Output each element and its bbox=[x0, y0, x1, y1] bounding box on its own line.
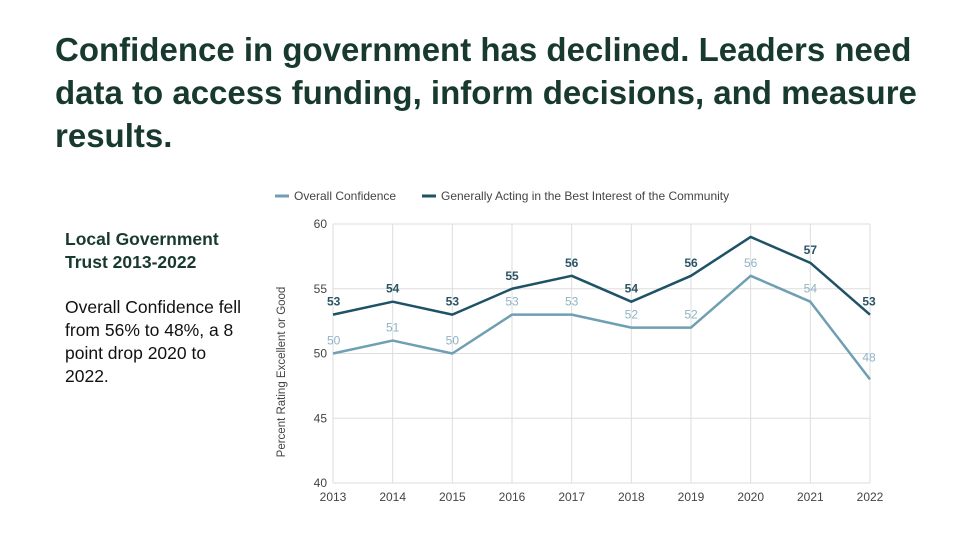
y-tick-label-60: 60 bbox=[314, 217, 328, 231]
y-tick-label-40: 40 bbox=[314, 476, 328, 490]
data-label-best-interest-2016: 55 bbox=[505, 269, 519, 283]
data-label-overall-confidence-2018: 52 bbox=[625, 308, 639, 322]
series-line-overall-confidence bbox=[332, 274, 871, 381]
data-label-overall-confidence-2022: 48 bbox=[862, 350, 876, 364]
data-label-overall-confidence-2019: 52 bbox=[684, 308, 698, 322]
x-tick-label-2016: 2016 bbox=[499, 490, 526, 504]
data-label-overall-confidence-2016: 53 bbox=[505, 295, 519, 309]
y-tick-label-50: 50 bbox=[314, 347, 328, 361]
sidebar-note: Local Government Trust 2013-2022 Overall… bbox=[65, 228, 245, 388]
y-tick-label-45: 45 bbox=[314, 411, 328, 425]
data-label-overall-confidence-2020: 56 bbox=[744, 256, 758, 270]
sidebar-body: Overall Confidence fell from 56% to 48%,… bbox=[65, 297, 242, 386]
x-tick-label-2018: 2018 bbox=[618, 490, 645, 504]
data-label-best-interest-2013: 53 bbox=[327, 295, 341, 309]
data-label-best-interest-2019: 56 bbox=[684, 256, 698, 270]
legend-label-overall-confidence: Overall Confidence bbox=[294, 189, 396, 203]
data-label-overall-confidence-2015: 50 bbox=[446, 334, 460, 348]
data-label-best-interest-2015: 53 bbox=[446, 295, 460, 309]
data-label-best-interest-2022: 53 bbox=[862, 295, 876, 309]
data-label-overall-confidence-2013: 50 bbox=[327, 334, 341, 348]
x-tick-label-2021: 2021 bbox=[797, 490, 824, 504]
data-label-overall-confidence-2017: 53 bbox=[565, 295, 579, 309]
x-tick-label-2020: 2020 bbox=[737, 490, 764, 504]
y-tick-label-55: 55 bbox=[314, 282, 328, 296]
data-label-overall-confidence-2021: 54 bbox=[804, 282, 818, 296]
legend-label-best-interest: Generally Acting in the Best Interest of… bbox=[441, 189, 729, 203]
data-label-best-interest-2021: 57 bbox=[804, 243, 818, 257]
x-tick-label-2022: 2022 bbox=[857, 490, 884, 504]
x-tick-label-2017: 2017 bbox=[558, 490, 585, 504]
trust-line-chart: Overall Confidence Generally Acting in t… bbox=[275, 189, 884, 504]
x-tick-label-2019: 2019 bbox=[678, 490, 705, 504]
plot-area: 40 45 50 55 60 2013 2014 2015 2016 2017 2018 2019 20… bbox=[314, 217, 884, 504]
page-headline: Confidence in government has declined. L… bbox=[55, 31, 917, 154]
x-tick-label-2015: 2015 bbox=[439, 490, 466, 504]
data-label-best-interest-2017: 56 bbox=[565, 256, 579, 270]
chart-legend: Overall Confidence Generally Acting in t… bbox=[275, 189, 729, 203]
y-axis-label: Percent Rating Excellent or Good bbox=[276, 287, 288, 458]
series-line-best-interest bbox=[332, 235, 871, 316]
x-tick-label-2014: 2014 bbox=[379, 490, 406, 504]
data-label-overall-confidence-2014: 51 bbox=[386, 321, 400, 335]
data-label-best-interest-2014: 54 bbox=[386, 282, 400, 296]
sidebar-title: Local Government Trust 2013-2022 bbox=[65, 229, 219, 272]
data-label-best-interest-2018: 54 bbox=[625, 282, 639, 296]
x-tick-label-2013: 2013 bbox=[320, 490, 347, 504]
